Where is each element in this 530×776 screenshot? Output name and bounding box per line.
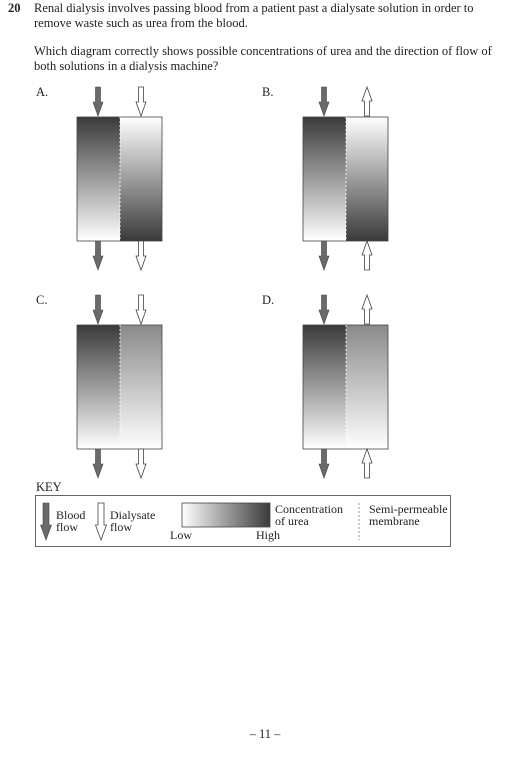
key-dialysate-label-line1: Dialysate	[110, 508, 156, 522]
chamber-outline	[302, 324, 389, 450]
key-dialysate-label-line2: flow	[110, 520, 132, 534]
question-intro: Renal dialysis involves passing blood fr…	[34, 1, 474, 30]
dialysate-chamber	[346, 325, 388, 449]
key-title: KEY	[36, 480, 62, 494]
question-prompt: Which diagram correctly shows possible c…	[34, 44, 492, 73]
blood-chamber	[77, 117, 120, 241]
dialysate-outflow-arrow-icon	[361, 293, 373, 325]
key-concentration-gradient	[181, 502, 271, 528]
diagram-a	[76, 86, 163, 272]
diagram-b	[302, 85, 389, 271]
option-d-label: D.	[262, 293, 275, 307]
blood-chamber	[303, 325, 346, 449]
key-blood-label-line1: Blood	[56, 508, 86, 522]
dialysate-inflow-arrow-icon	[361, 447, 373, 479]
blood-inflow-arrow-icon	[92, 86, 104, 117]
key-box	[35, 495, 451, 547]
dialysate-outflow-arrow-icon	[135, 448, 147, 480]
blood-inflow-arrow-icon	[318, 86, 330, 117]
dialysate-outflow-arrow-icon	[361, 85, 373, 117]
diagram-c	[76, 294, 163, 480]
blood-outflow-arrow-icon	[92, 448, 104, 479]
dialysate-inflow-arrow-icon	[361, 239, 373, 271]
blood-chamber	[303, 117, 346, 241]
key-concentration-line1: Concentration	[275, 502, 343, 516]
dialysate-chamber	[346, 117, 388, 241]
chamber-outline	[76, 324, 163, 450]
chamber-outline	[76, 116, 163, 242]
key-dialysate-label: Dialysate flow	[110, 509, 155, 533]
key-graphics	[40, 502, 360, 542]
chamber-outline	[302, 116, 389, 242]
dialysate-chamber	[120, 325, 162, 449]
blood-outflow-arrow-icon	[318, 448, 330, 479]
option-c-label: C.	[36, 293, 48, 307]
blood-inflow-arrow-icon	[92, 294, 104, 325]
diagram-d	[302, 293, 389, 479]
dialysate-inflow-arrow-icon	[135, 86, 147, 118]
key-membrane-line1: Semi-permeable	[369, 502, 448, 516]
dialysate-chamber	[120, 117, 162, 241]
dialysate-outflow-arrow-icon	[135, 240, 147, 272]
key-dialysate-arrow-icon	[94, 502, 108, 542]
question-text: Renal dialysis involves passing blood fr…	[34, 1, 494, 87]
blood-outflow-arrow-icon	[318, 240, 330, 271]
key-high-label: High	[256, 528, 280, 542]
option-b-label: B.	[262, 85, 274, 99]
blood-inflow-arrow-icon	[318, 294, 330, 325]
question-number: 20	[8, 1, 21, 15]
key-blood-arrow-icon	[40, 502, 52, 541]
key-blood-label: Blood flow	[56, 509, 85, 533]
key-low-label: Low	[170, 528, 192, 542]
dialysate-inflow-arrow-icon	[135, 294, 147, 326]
key-blood-label-line2: flow	[56, 520, 78, 534]
key-concentration-line2: of urea	[275, 514, 309, 528]
key-membrane-label: Semi-permeable membrane	[369, 503, 448, 527]
page-number: – 11 –	[249, 727, 281, 741]
blood-outflow-arrow-icon	[92, 240, 104, 271]
option-a-label: A.	[36, 85, 49, 99]
blood-chamber	[77, 325, 120, 449]
key-membrane-line2: membrane	[369, 514, 420, 528]
key-concentration-label: Concentration of urea	[275, 503, 343, 527]
